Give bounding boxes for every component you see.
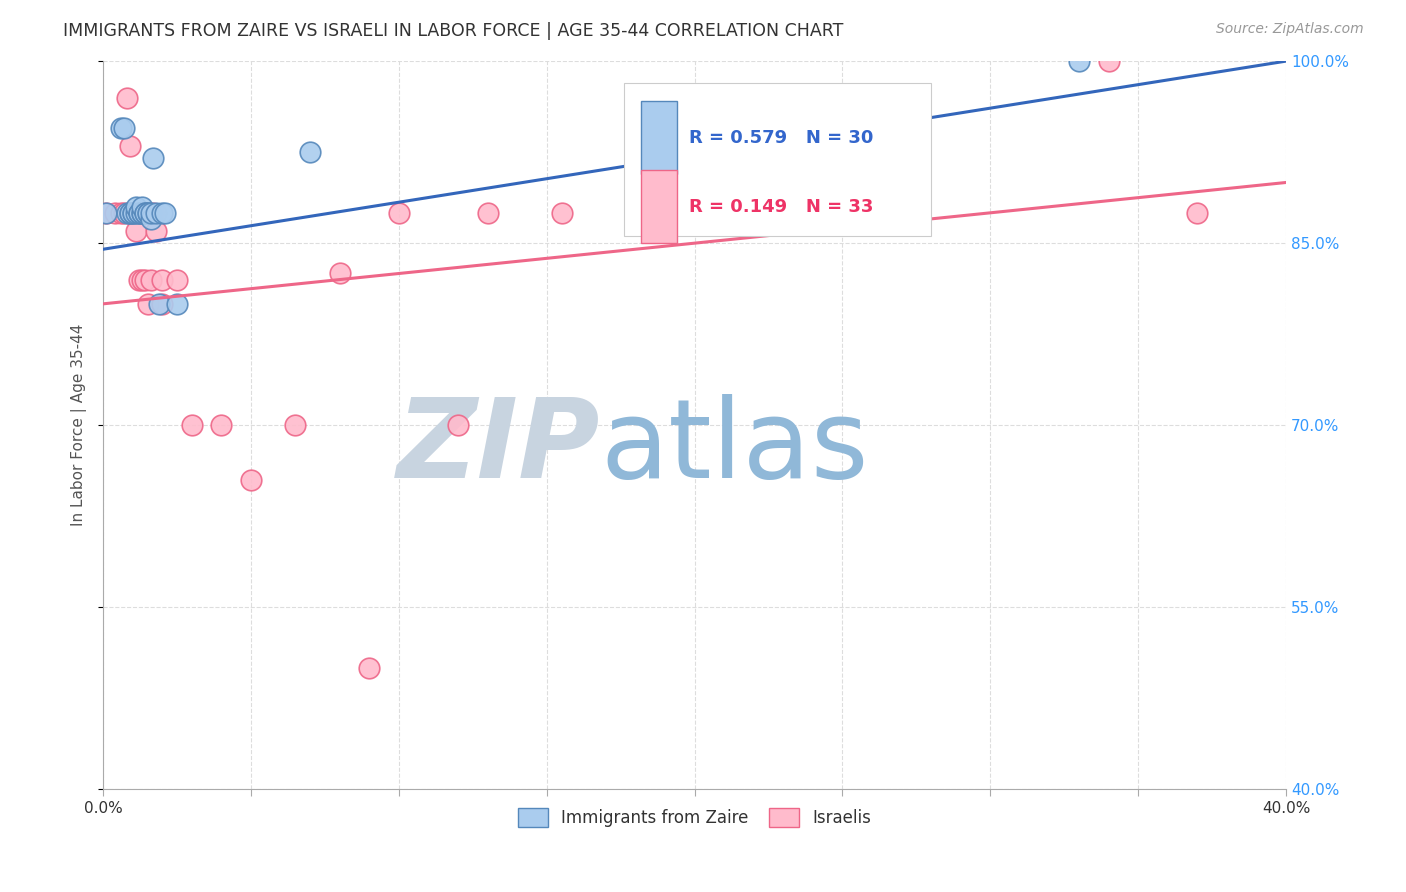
Point [112,120,135,135]
Point [131,272,153,286]
Point [131,200,153,214]
Point [134,272,156,286]
Point [299,145,322,160]
Point [1187,206,1209,220]
Point [121,206,143,220]
Point [831,206,853,220]
Point [240,473,263,487]
Point [128,272,150,286]
Text: R = 0.579   N = 30: R = 0.579 N = 30 [689,128,873,146]
Point [166,297,188,311]
Point [388,206,411,220]
Point [121,206,143,220]
Point [115,90,138,104]
Point [96,206,118,220]
Y-axis label: In Labor Force | Age 35-44: In Labor Force | Age 35-44 [72,324,87,526]
Bar [641,101,676,174]
Point [118,139,141,153]
Point [329,267,352,281]
Point [166,272,188,286]
Point [128,206,150,220]
Point [142,151,165,165]
Point [155,206,177,220]
Bar [624,83,931,235]
Text: R = 0.149   N = 33: R = 0.149 N = 33 [689,198,873,216]
Point [145,224,167,238]
Point [131,206,153,220]
Point [142,206,165,220]
Point [118,206,141,220]
Point [112,206,135,220]
Legend: Immigrants from Zaire, Israelis: Immigrants from Zaire, Israelis [510,799,879,836]
Point [150,206,173,220]
Point [125,200,148,214]
Point [150,272,173,286]
Point [104,206,127,220]
Point [125,206,148,220]
Text: IMMIGRANTS FROM ZAIRE VS ISRAELI IN LABOR FORCE | AGE 35-44 CORRELATION CHART: IMMIGRANTS FROM ZAIRE VS ISRAELI IN LABO… [63,22,844,40]
Point [110,120,132,135]
Point [1067,54,1090,69]
Bar [641,170,676,244]
Point [550,206,572,220]
Point [180,418,202,433]
Point [121,206,143,220]
Point [211,418,233,433]
Point [136,206,159,220]
Point [128,206,150,220]
Text: ZIP: ZIP [396,393,600,500]
Point [96,206,118,220]
Point [131,206,153,220]
Point [118,206,141,220]
Point [477,206,499,220]
Text: Source: ZipAtlas.com: Source: ZipAtlas.com [1216,22,1364,37]
Point [148,297,170,311]
Point [134,206,156,220]
Point [125,224,148,238]
Text: atlas: atlas [600,393,869,500]
Point [131,206,153,220]
Point [115,206,138,220]
Point [139,211,162,226]
Point [447,418,470,433]
Point [139,272,162,286]
Point [110,206,132,220]
Point [134,206,156,220]
Point [139,206,162,220]
Point [359,661,381,675]
Point [121,206,143,220]
Point [136,297,159,311]
Point [136,206,159,220]
Point [150,297,173,311]
Point [118,206,141,220]
Point [145,206,167,220]
Point [284,418,307,433]
Point [1097,54,1119,69]
